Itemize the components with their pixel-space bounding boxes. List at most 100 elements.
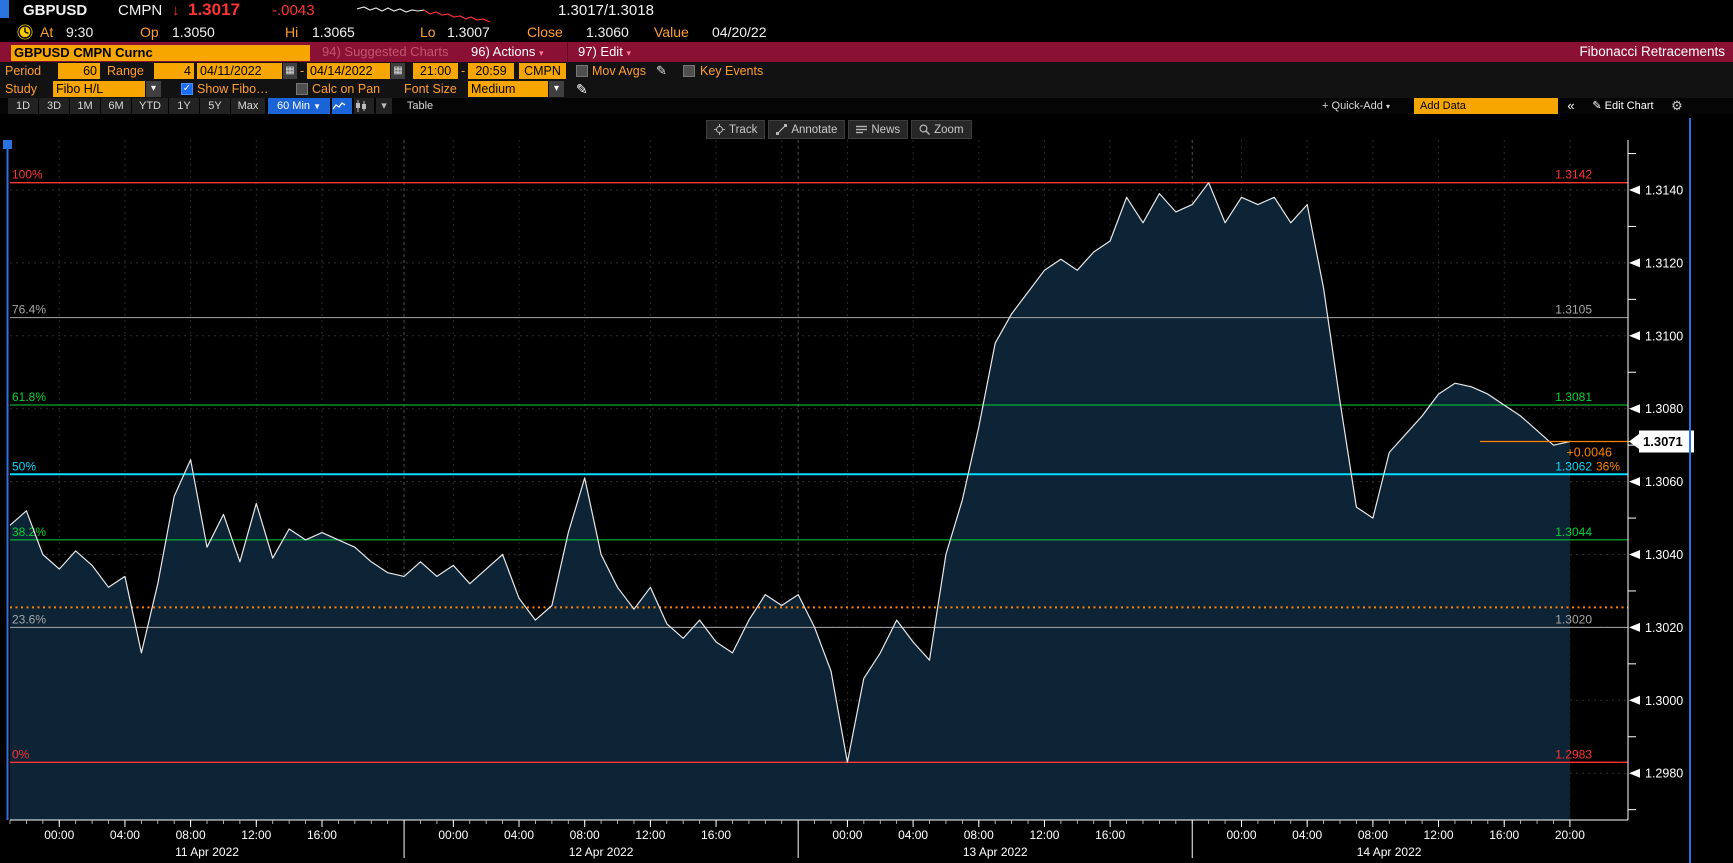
tab-1m[interactable]: 1M bbox=[70, 98, 100, 114]
gear-icon[interactable]: ⚙ bbox=[1671, 98, 1683, 113]
price-axis-label: 1.3020 bbox=[1645, 621, 1683, 635]
price-axis-label: 1.3120 bbox=[1645, 256, 1683, 270]
interval-label: 60 Min bbox=[276, 100, 311, 112]
fib-pct-label: 23.6% bbox=[12, 612, 46, 626]
study-select[interactable]: Fibo H/L bbox=[53, 81, 145, 97]
time-axis-label: 12:00 bbox=[241, 828, 271, 842]
interval-select[interactable]: 60 Min ▼ bbox=[268, 98, 330, 114]
price-tick-arrow bbox=[1629, 622, 1640, 632]
range-label: Range bbox=[107, 64, 144, 78]
date-axis-label: 12 Apr 2022 bbox=[569, 845, 634, 859]
actions-label: 96) Actions bbox=[471, 44, 536, 59]
tab-ytd[interactable]: YTD bbox=[132, 98, 168, 114]
add-data-input[interactable]: Add Data bbox=[1414, 98, 1558, 114]
candle-chart-type-button[interactable] bbox=[354, 98, 374, 114]
mov-avgs-label: Mov Avgs bbox=[592, 64, 646, 78]
calc-on-pan-label: Calc on Pan bbox=[312, 82, 381, 96]
at-label: At bbox=[40, 24, 54, 40]
line-chart-icon bbox=[332, 102, 346, 110]
show-fibo-checkbox[interactable]: ✓ bbox=[181, 83, 193, 95]
time-axis-label: 04:00 bbox=[898, 828, 928, 842]
date-axis-label: 11 Apr 2022 bbox=[175, 845, 239, 859]
security-field[interactable]: GBPUSD CMPN Curnc bbox=[11, 45, 310, 61]
calendar-icon[interactable]: ▦ bbox=[283, 63, 297, 79]
tab-6m[interactable]: 6M bbox=[101, 98, 131, 114]
key-events-label: Key Events bbox=[700, 64, 764, 78]
time-axis-label: 00:00 bbox=[438, 828, 468, 842]
fib-pct-label: 61.8% bbox=[12, 390, 46, 404]
chart-type-dropdown[interactable]: ▾ bbox=[376, 98, 392, 114]
actions-menu[interactable]: 96) Actions ▾ bbox=[471, 42, 543, 63]
fib-value-label: 1.3105 bbox=[1555, 303, 1592, 317]
line-chart-type-button[interactable] bbox=[332, 98, 352, 114]
header-row-2: At 9:30 Op 1.3050 Hi 1.3065 Lo 1.3007 Cl… bbox=[0, 22, 1733, 42]
price-axis-label: 1.3040 bbox=[1645, 548, 1683, 562]
tab-1d[interactable]: 1D bbox=[8, 98, 38, 114]
quick-add-label: + Quick-Add bbox=[1322, 100, 1383, 112]
time-axis-label: 00:00 bbox=[832, 828, 862, 842]
fibonacci-chart[interactable]: 100% 1.3142 76.4% 1.3105 61.8% 1.3081 50% 1.306… bbox=[0, 114, 1733, 863]
app-title: Fibonacci Retracements bbox=[1579, 44, 1725, 59]
chart-area: 100% 1.3142 76.4% 1.3105 61.8% 1.3081 50% 1.306… bbox=[0, 114, 1733, 863]
fib-value-label: 1.3044 bbox=[1555, 525, 1592, 539]
sparkline-path bbox=[357, 6, 425, 13]
net-change: -.0043 bbox=[272, 2, 315, 19]
price-axis-label: 1.3060 bbox=[1645, 475, 1683, 489]
time-separator: - bbox=[461, 64, 466, 78]
collapse-icon[interactable]: « bbox=[1567, 98, 1575, 113]
pencil-icon[interactable]: ✎ bbox=[576, 81, 588, 97]
price-tick-arrow bbox=[1629, 695, 1640, 705]
time-to-input[interactable]: 20:59 bbox=[468, 63, 514, 79]
date-from-input[interactable]: 04/11/2022 bbox=[197, 63, 282, 79]
news-label: News bbox=[871, 123, 901, 136]
font-size-label: Font Size bbox=[404, 82, 457, 96]
date-to-input[interactable]: 04/14/2022 bbox=[307, 63, 390, 79]
date-axis-label: 13 Apr 2022 bbox=[963, 845, 1028, 859]
low-value: 1.3007 bbox=[447, 24, 490, 40]
edit-chart-button[interactable]: ✎ Edit Chart bbox=[1583, 98, 1663, 114]
controls-row-1: Period 60 Range 4 04/11/2022 ▦ - 04/14/2… bbox=[0, 62, 1733, 80]
fib-value-label: 1.3062 bbox=[1555, 459, 1592, 473]
chevron-down-icon[interactable]: ▾ bbox=[549, 81, 564, 97]
time-from-input[interactable]: 21:00 bbox=[413, 63, 458, 79]
chevron-down-icon: ▾ bbox=[626, 48, 631, 58]
panel-handle[interactable] bbox=[0, 0, 9, 18]
source-button[interactable]: CMPN bbox=[519, 63, 566, 79]
key-events-checkbox[interactable] bbox=[683, 65, 695, 77]
time-axis-label: 12:00 bbox=[635, 828, 665, 842]
last-price-box bbox=[1639, 430, 1694, 453]
quick-add-button[interactable]: + Quick-Add ▾ bbox=[1310, 98, 1402, 114]
pencil-icon[interactable]: ✎ bbox=[656, 63, 667, 78]
font-size-select[interactable]: Medium bbox=[468, 81, 548, 97]
time-axis-label: 20:00 bbox=[1555, 828, 1585, 842]
chevron-down-icon: ▾ bbox=[538, 48, 544, 58]
tab-max[interactable]: Max bbox=[231, 98, 265, 114]
period-input[interactable]: 60 bbox=[58, 63, 100, 79]
tab-3d[interactable]: 3D bbox=[39, 98, 69, 114]
price-axis-label: 1.3100 bbox=[1645, 329, 1683, 343]
tab-5y[interactable]: 5Y bbox=[200, 98, 230, 114]
zoom-button[interactable]: Zoom bbox=[911, 120, 972, 139]
price-axis-label: 1.3140 bbox=[1645, 184, 1683, 198]
edit-menu[interactable]: 97) Edit ▾ bbox=[567, 42, 631, 63]
fib-value-label: 1.3142 bbox=[1555, 168, 1592, 182]
mov-avgs-checkbox[interactable] bbox=[576, 65, 588, 77]
table-button[interactable]: Table bbox=[406, 100, 434, 112]
calendar-icon[interactable]: ▦ bbox=[391, 63, 405, 79]
price-tick-arrow bbox=[1629, 185, 1640, 195]
last-price-arrow bbox=[1629, 434, 1639, 450]
at-time: 9:30 bbox=[66, 24, 94, 40]
range-input[interactable]: 4 bbox=[154, 63, 194, 79]
edit-chart-label: Edit Chart bbox=[1604, 100, 1654, 112]
magnifier-icon bbox=[919, 124, 931, 135]
suggested-charts-menu[interactable]: 94) Suggested Charts bbox=[322, 44, 449, 59]
chevron-down-icon[interactable]: ▾ bbox=[146, 81, 161, 97]
news-button[interactable]: News bbox=[848, 120, 909, 139]
calc-on-pan-checkbox[interactable] bbox=[296, 83, 308, 95]
price-area bbox=[10, 182, 1570, 820]
annotate-button[interactable]: Annotate bbox=[768, 120, 846, 139]
track-button[interactable]: Track bbox=[706, 120, 766, 139]
tabs-row: 1D 3D 1M 6M YTD 1Y 5Y Max 60 Min ▼ ▾ Tab… bbox=[0, 98, 1733, 114]
tab-1y[interactable]: 1Y bbox=[169, 98, 199, 114]
study-label: Study bbox=[5, 82, 37, 96]
